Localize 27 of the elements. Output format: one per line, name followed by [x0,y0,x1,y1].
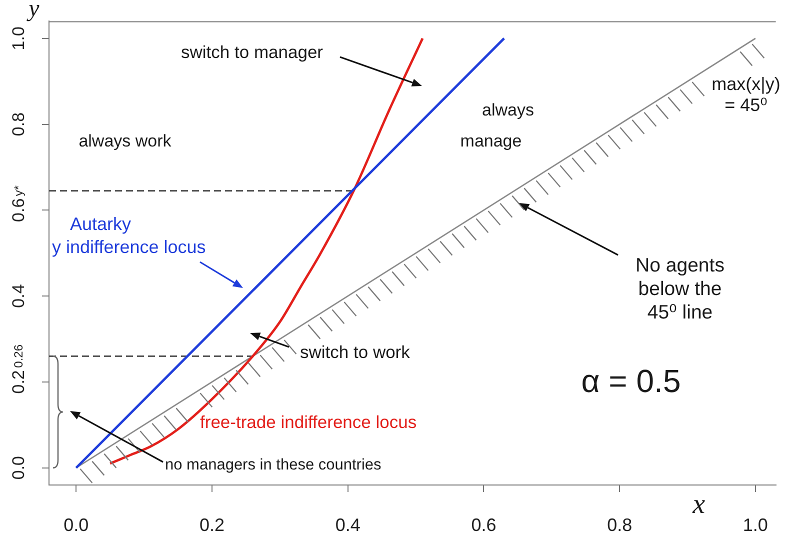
x-axis-title: x [692,489,706,520]
annotation: manage [460,132,522,151]
y-tick-label: y* [11,185,26,196]
x-tick-label: 1.0 [742,514,768,533]
annotation: α = 0.5 [581,362,681,399]
series-label: free-trade indifference locus [200,412,417,432]
annotation: switch to manager [180,42,324,62]
y-tick-label: 0.4 [8,284,28,308]
text: Autarky y indifference locus [52,214,206,257]
y-tick-label: 0.2 [8,370,28,394]
y-tick-label: 1.0 [8,26,28,50]
y-tick-label: 0.26 [11,344,26,368]
annotation: always [482,100,534,120]
y-tick-label: 0.6 [8,198,28,222]
annotation: max(x|y) = 45⁰ [712,74,780,115]
y-axis-title: y [26,0,40,22]
annotation: switch to work [300,342,410,362]
annotation: always work [78,132,172,151]
x-tick-label: 0.6 [471,514,496,533]
annotation: no managers in these countries [165,456,382,474]
annotation: No agents below the 45⁰ line [636,254,725,324]
y-tick-label: 0.8 [8,112,28,136]
x-tick-label: 0.0 [64,514,89,533]
x-tick-label: 0.8 [607,514,632,533]
x-tick-label: 0.2 [200,514,225,533]
y-tick-label: 0.0 [8,456,28,480]
x-tick-label: 0.4 [335,514,360,533]
